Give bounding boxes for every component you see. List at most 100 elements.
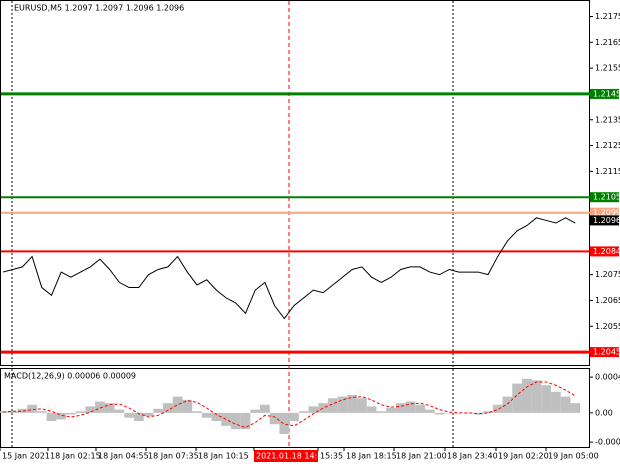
macd-bar [27, 404, 37, 413]
macd-bar [357, 398, 367, 413]
y-tick-label: 0.00 [595, 408, 613, 417]
macd-bar [182, 399, 193, 413]
macd-bar [104, 403, 115, 413]
price-pane [0, 0, 590, 366]
y-tick-label: 1.2135 [595, 115, 620, 124]
macd-bar [454, 412, 464, 414]
macd-bar [260, 404, 270, 413]
macd-bar [483, 411, 493, 413]
x-tick-label: 15:35 [320, 452, 343, 461]
x-tick-label: 18 Jan 18:15 [346, 452, 397, 461]
x-tick-label: 18 Jan 02:15 [50, 452, 101, 461]
macd-bar [133, 412, 144, 421]
symbol-info: EURUSD,M5 1.2097 1.2097 1.2096 1.2096 [14, 4, 184, 13]
x-tick-label: 18 Jan 04:55 [98, 452, 149, 461]
y-tick-label: 1.2165 [595, 38, 620, 47]
level-label-box [590, 347, 619, 358]
level-label: 1.2084 [593, 247, 620, 256]
macd-title: MACD(12,26,9) 0.00006 0.00009 [4, 372, 136, 381]
macd-bar [7, 411, 18, 413]
macd-bar [424, 409, 435, 413]
macd-bar [36, 411, 47, 413]
macd-bar [269, 412, 280, 425]
macd-bar [201, 412, 212, 418]
macd-bar [376, 411, 387, 413]
y-tick-label: 1.2065 [595, 296, 620, 305]
level-label: 1.2145 [593, 89, 620, 98]
macd-bar [415, 404, 425, 413]
macd-bar [211, 412, 222, 421]
level-label-box [590, 207, 619, 218]
level-label: 1.2045 [593, 348, 620, 357]
level-label-box [590, 192, 619, 203]
macd-bar [192, 411, 202, 413]
y-tick-label: 1.2155 [595, 64, 620, 73]
y-tick-label: 1.2175 [595, 12, 620, 21]
macd-bar [279, 412, 290, 434]
x-tick-label: 18 Jan 10:15 [198, 452, 249, 461]
crosshair-time-box [254, 450, 318, 462]
macd-bar [17, 408, 28, 413]
macd-bar [85, 406, 96, 413]
x-tick-label: 2021.01.18 14:55 [256, 452, 327, 461]
x-tick-label: 18 Jan 07:35 [148, 452, 199, 461]
macd-bar [444, 412, 455, 414]
macd-bar [541, 385, 552, 413]
macd-bar [56, 412, 67, 420]
macd-bar [463, 412, 474, 414]
x-tick-label: 18 Jan 21:00 [396, 452, 447, 461]
y-tick-label: 1.2055 [595, 322, 620, 331]
macd-bar [298, 411, 309, 413]
macd-bar [46, 412, 57, 421]
macd-bar [143, 412, 154, 417]
y-tick-label: 1.2115 [595, 167, 620, 176]
macd-bar [124, 412, 134, 418]
x-tick-label: 19 Jan 02:20 [498, 452, 549, 461]
macd-bar [492, 404, 503, 413]
level-label-box [590, 246, 619, 257]
y-tick-label: 0.00044 [595, 373, 620, 382]
macd-bar [289, 412, 299, 421]
y-tick-label: 1.2075 [595, 270, 620, 279]
macd-bar [521, 378, 532, 413]
macd-bar [473, 412, 484, 415]
macd-bar [153, 408, 164, 413]
macd-bar [570, 403, 581, 413]
macd-bar [66, 412, 76, 415]
x-tick-label: 19 Jan 05:00 [548, 452, 599, 461]
x-tick-label: 15 Jan 2021 [2, 452, 50, 461]
level-label: 1.2096 [593, 216, 620, 225]
macd-bar [230, 412, 241, 430]
macd-bar [114, 409, 125, 413]
y-tick-label: 1.2125 [595, 141, 620, 150]
macd-bar [95, 401, 105, 413]
x-tick-label: 18 Jan 23:40 [447, 452, 498, 461]
macd-bar [327, 398, 338, 413]
macd-bar [502, 396, 513, 413]
macd-bar [551, 391, 561, 413]
macd-bar [250, 409, 261, 413]
macd-bar [172, 396, 183, 413]
price-line [2, 217, 576, 320]
macd-bar [395, 403, 406, 413]
macd-bar [240, 412, 251, 430]
macd-bar [434, 412, 445, 415]
signal-line [2, 381, 576, 429]
level-label-box [590, 88, 619, 99]
macd-bar [318, 403, 328, 413]
level-label-box [590, 215, 619, 226]
macd-bar [163, 403, 173, 413]
macd-bar [386, 408, 396, 413]
macd-bar [347, 395, 358, 413]
macd-bar [405, 401, 416, 413]
y-tick-label: -0.00036 [595, 438, 620, 447]
macd-bar [560, 396, 571, 413]
macd-bar [366, 406, 377, 413]
macd-bar [75, 411, 86, 413]
level-label: 1.2105 [593, 193, 620, 202]
macd-bar [512, 383, 522, 413]
macd-bar [337, 396, 348, 413]
macd-bar [308, 406, 319, 413]
macd-bar [531, 380, 542, 413]
